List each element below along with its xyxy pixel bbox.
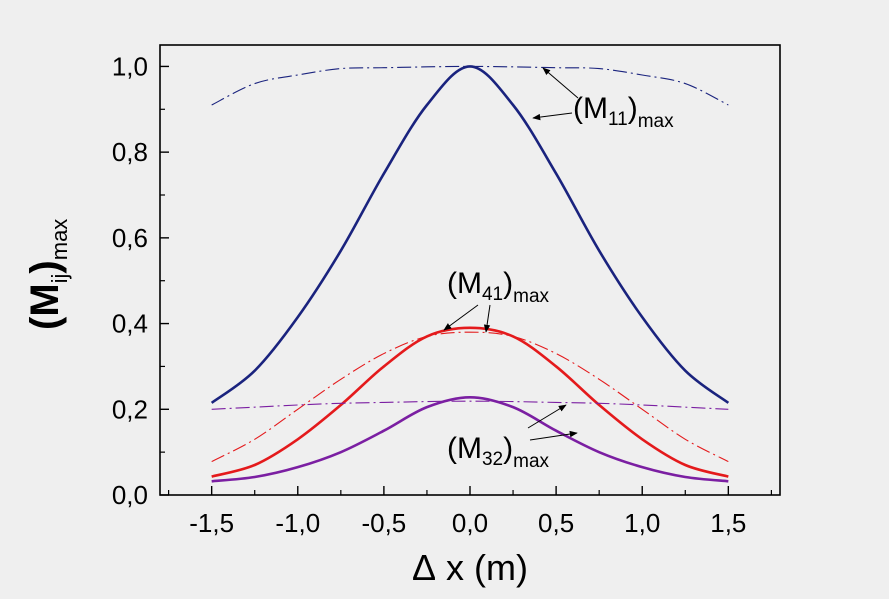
series-line-m41_dashdot (211, 331, 729, 463)
series-line-m11_dashdot (211, 65, 729, 106)
x-tick-label: -0,5 (361, 508, 406, 538)
series-line-m32_dashdot (211, 400, 729, 410)
x-axis-title-text: x (m) (446, 547, 528, 588)
series-layer (210, 65, 730, 483)
series-line-m32_solid (211, 395, 729, 483)
y-tick-label: 0,6 (112, 223, 148, 253)
y-tick-label: 1,0 (112, 51, 148, 81)
x-tick-label: 0,0 (452, 508, 488, 538)
y-tick-label: 0,8 (112, 137, 148, 167)
x-tick-label: 1,0 (624, 508, 660, 538)
y-axis-title-tail: max (47, 219, 72, 261)
annotation-m41-arrow-left (443, 304, 479, 331)
y-tick-label: 0,0 (112, 480, 148, 510)
y-axis-title-main: (M (23, 283, 67, 330)
ticks-layer: -1,5 -1,0 -0,5 0,0 0,5 1,0 1,5 0,0 0,2 0,4 0,6 0,8 1… (112, 51, 772, 538)
annotation-m32-arrow-bottom (529, 430, 578, 441)
x-tick-label: -1,5 (189, 508, 234, 538)
y-tick-label: 0,2 (112, 394, 148, 424)
annotation-m32-arrow-top (527, 404, 567, 429)
annotation-m41-label: (M41)max (447, 267, 550, 307)
annotation-m11-arrow-top (542, 67, 579, 99)
annotation-m32-label: (M32)max (447, 432, 550, 472)
annotation-m11-arrow-bottom (532, 112, 573, 121)
annotation-m11-label: (M11)max (573, 92, 674, 132)
series-line-m41_solid (211, 326, 729, 478)
x-axis-title-prefix: Δ (412, 547, 436, 588)
y-axis-title-sub: ij (47, 274, 72, 284)
y-axis-title: (Mij)max (23, 219, 72, 330)
y-axis-title-close: ) (23, 260, 67, 273)
x-tick-label: 0,5 (538, 508, 574, 538)
x-tick-label: 1,5 (710, 508, 746, 538)
x-tick-label: -1,0 (275, 508, 320, 538)
annotation-m41-arrow-right (483, 304, 491, 333)
y-tick-label: 0,4 (112, 309, 148, 339)
